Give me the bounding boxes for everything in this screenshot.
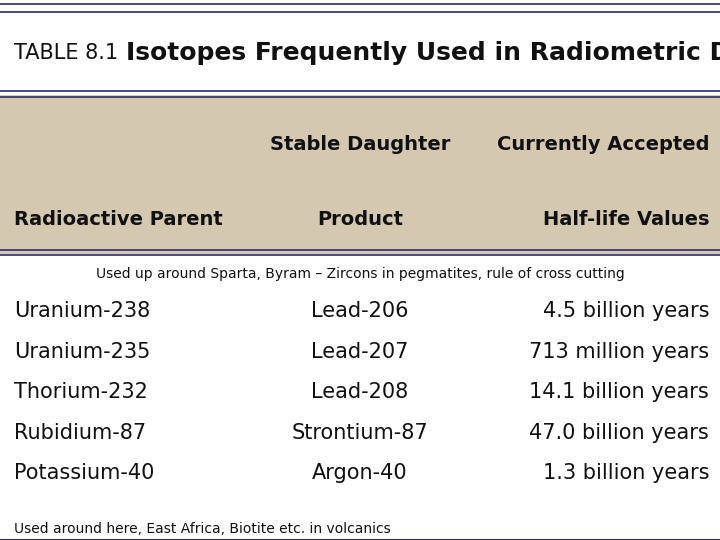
Text: 1.3 billion years: 1.3 billion years: [543, 463, 709, 483]
Text: Uranium-235: Uranium-235: [14, 342, 150, 362]
Text: Potassium-40: Potassium-40: [14, 463, 155, 483]
Text: Thorium-232: Thorium-232: [14, 382, 148, 402]
Text: Isotopes Frequently Used in Radiometric Dating: Isotopes Frequently Used in Radiometric …: [126, 40, 720, 65]
Text: Strontium-87: Strontium-87: [292, 423, 428, 443]
Text: TABLE 8.1: TABLE 8.1: [14, 43, 119, 63]
Text: Stable Daughter: Stable Daughter: [270, 135, 450, 154]
Text: Lead-206: Lead-206: [311, 301, 409, 321]
Text: Radioactive Parent: Radioactive Parent: [14, 211, 223, 229]
Text: Argon-40: Argon-40: [312, 463, 408, 483]
Text: 4.5 billion years: 4.5 billion years: [543, 301, 709, 321]
Text: Used up around Sparta, Byram – Zircons in pegmatites, rule of cross cutting: Used up around Sparta, Byram – Zircons i…: [96, 267, 624, 281]
Text: Lead-207: Lead-207: [311, 342, 409, 362]
Bar: [0, 94, 720, 254]
Text: Product: Product: [317, 211, 403, 229]
Text: Uranium-238: Uranium-238: [14, 301, 150, 321]
Text: Lead-208: Lead-208: [311, 382, 409, 402]
Text: Half-life Values: Half-life Values: [543, 211, 709, 229]
Text: 14.1 billion years: 14.1 billion years: [529, 382, 709, 402]
Text: Used around here, East Africa, Biotite etc. in volcanics: Used around here, East Africa, Biotite e…: [14, 522, 391, 536]
Text: 713 million years: 713 million years: [529, 342, 709, 362]
Text: Rubidium-87: Rubidium-87: [14, 423, 147, 443]
Text: 47.0 billion years: 47.0 billion years: [529, 423, 709, 443]
Text: Currently Accepted: Currently Accepted: [497, 135, 709, 154]
